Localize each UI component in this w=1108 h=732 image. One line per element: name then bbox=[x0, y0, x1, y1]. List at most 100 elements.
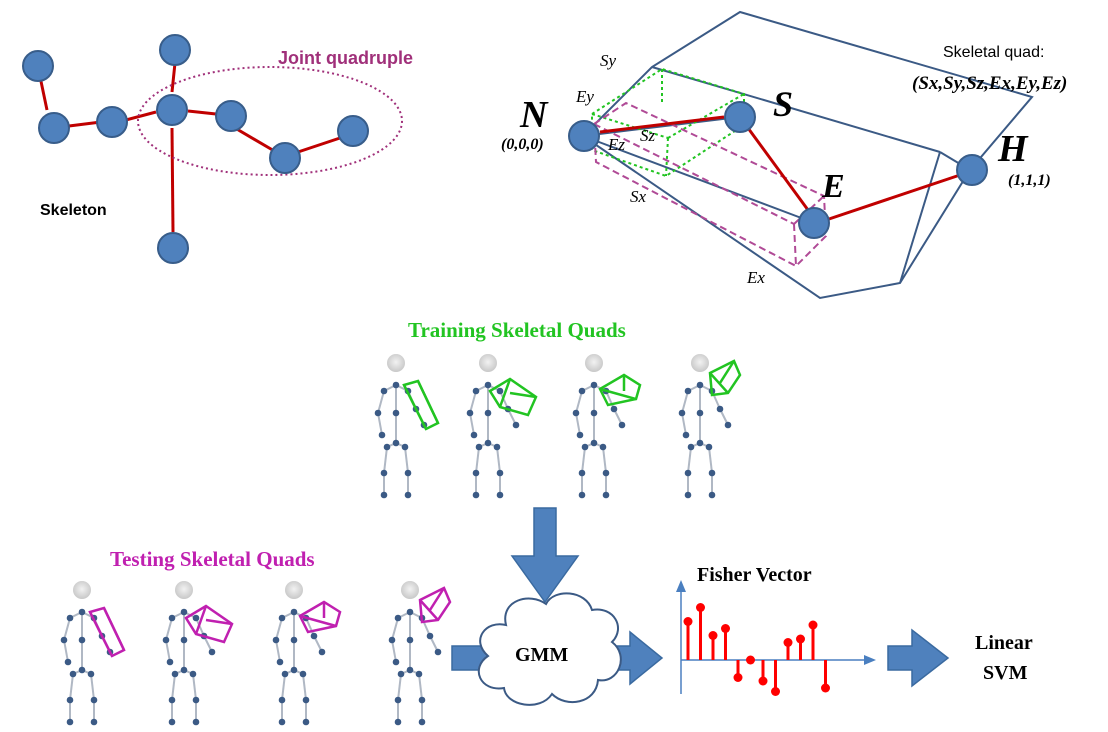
figure-joint bbox=[484, 381, 492, 389]
figure-joint bbox=[406, 608, 414, 616]
figure-head bbox=[175, 581, 193, 599]
figure-joint bbox=[302, 696, 310, 704]
joint-H-coord: (1,1,1) bbox=[1008, 172, 1051, 189]
joint-S-label: S bbox=[773, 84, 794, 124]
bone bbox=[125, 110, 157, 122]
figure-joint bbox=[599, 443, 607, 451]
figure-head bbox=[387, 354, 405, 372]
figure-joint bbox=[78, 636, 86, 644]
stick-figure bbox=[162, 581, 234, 726]
figure-joint bbox=[716, 405, 724, 413]
figure-bone bbox=[404, 446, 409, 474]
fisher-stem-tip bbox=[808, 620, 818, 630]
figure-joint bbox=[572, 409, 580, 417]
figure-joint bbox=[397, 670, 405, 678]
bone bbox=[170, 127, 175, 233]
joint-S bbox=[724, 101, 756, 133]
figure-bone bbox=[192, 673, 197, 701]
stick-figure bbox=[388, 581, 452, 726]
figure-joint bbox=[192, 696, 200, 704]
figure-joint bbox=[696, 439, 704, 447]
figure-joint bbox=[392, 439, 400, 447]
figure-bone bbox=[69, 673, 74, 701]
figure-joint bbox=[404, 491, 412, 499]
skeleton-joint bbox=[156, 94, 188, 126]
figure-joint bbox=[472, 387, 480, 395]
figure-joint bbox=[415, 670, 423, 678]
figure-joint bbox=[168, 696, 176, 704]
figure-joint bbox=[87, 670, 95, 678]
joint-quadruple-ellipse bbox=[137, 66, 403, 176]
bone bbox=[187, 109, 217, 116]
figure-joint bbox=[192, 718, 200, 726]
fisher-stem-tip bbox=[708, 631, 718, 640]
fisher-stem-tip bbox=[696, 603, 705, 612]
testing-label: Testing Skeletal Quads bbox=[110, 547, 315, 571]
figure-joint bbox=[696, 409, 704, 417]
axis-Sx-label: Sx bbox=[630, 187, 647, 206]
figure-joint bbox=[590, 439, 598, 447]
figure-joint bbox=[392, 381, 400, 389]
figure-joint bbox=[78, 608, 86, 616]
figure-joint bbox=[602, 469, 610, 477]
figure-head bbox=[585, 354, 603, 372]
figure-joint bbox=[290, 636, 298, 644]
figure-joint bbox=[392, 658, 400, 666]
figure-bone bbox=[469, 390, 477, 414]
quad-box bbox=[88, 606, 126, 658]
joint-quadruple-label: Joint quadruple bbox=[278, 48, 413, 68]
figure-joint bbox=[581, 443, 589, 451]
figure-bone bbox=[708, 446, 713, 474]
joint-H bbox=[956, 154, 988, 186]
bone bbox=[170, 62, 177, 93]
figure-bone bbox=[275, 639, 281, 663]
figure-joint bbox=[168, 718, 176, 726]
figure-joint bbox=[392, 409, 400, 417]
stick-figure bbox=[60, 581, 126, 726]
joint-N bbox=[568, 120, 600, 152]
figure-bone bbox=[63, 617, 71, 641]
skeletal-quad-cube bbox=[568, 10, 1034, 300]
figure-joint bbox=[678, 409, 686, 417]
stick-figure bbox=[466, 354, 538, 499]
figure-bone bbox=[475, 446, 480, 474]
figure-joint bbox=[180, 636, 188, 644]
figure-joint bbox=[302, 718, 310, 726]
figure-joint bbox=[60, 636, 68, 644]
figure-joint bbox=[388, 636, 396, 644]
figure-joint bbox=[394, 718, 402, 726]
figure-joint bbox=[618, 421, 626, 429]
skeletal-quad-title: Skeletal quad: bbox=[943, 44, 1045, 61]
figure-joint bbox=[682, 431, 690, 439]
figure-joint bbox=[166, 658, 174, 666]
figure-head bbox=[691, 354, 709, 372]
figure-joint bbox=[378, 431, 386, 439]
figure-joint bbox=[78, 666, 86, 674]
figure-joint bbox=[318, 648, 326, 656]
figure-joint bbox=[208, 648, 216, 656]
bone bbox=[234, 126, 277, 154]
svm-label-line1: Linear bbox=[975, 632, 1033, 654]
figure-joint bbox=[406, 636, 414, 644]
figure-bone bbox=[391, 639, 397, 663]
quad-box bbox=[418, 586, 452, 624]
figure-joint bbox=[64, 658, 72, 666]
figure-bone bbox=[687, 446, 692, 474]
fisher-stem-tip bbox=[746, 655, 755, 665]
figure-bone bbox=[602, 446, 607, 474]
figure-bone bbox=[377, 412, 383, 436]
figure-joint bbox=[192, 614, 200, 622]
skeleton-joint bbox=[337, 115, 369, 147]
axis-Sy-label: Sy bbox=[600, 51, 617, 70]
skeleton-joint bbox=[269, 142, 301, 174]
figure-joint bbox=[684, 387, 692, 395]
figure-joint bbox=[394, 614, 402, 622]
axis-Ey-label: Ey bbox=[576, 87, 594, 106]
figure-joint bbox=[418, 696, 426, 704]
fisher-stem-tip bbox=[821, 683, 830, 693]
figure-joint bbox=[272, 636, 280, 644]
quad-box bbox=[708, 359, 742, 397]
figure-joint bbox=[496, 491, 504, 499]
figure-joint bbox=[687, 443, 695, 451]
figure-joint bbox=[168, 614, 176, 622]
